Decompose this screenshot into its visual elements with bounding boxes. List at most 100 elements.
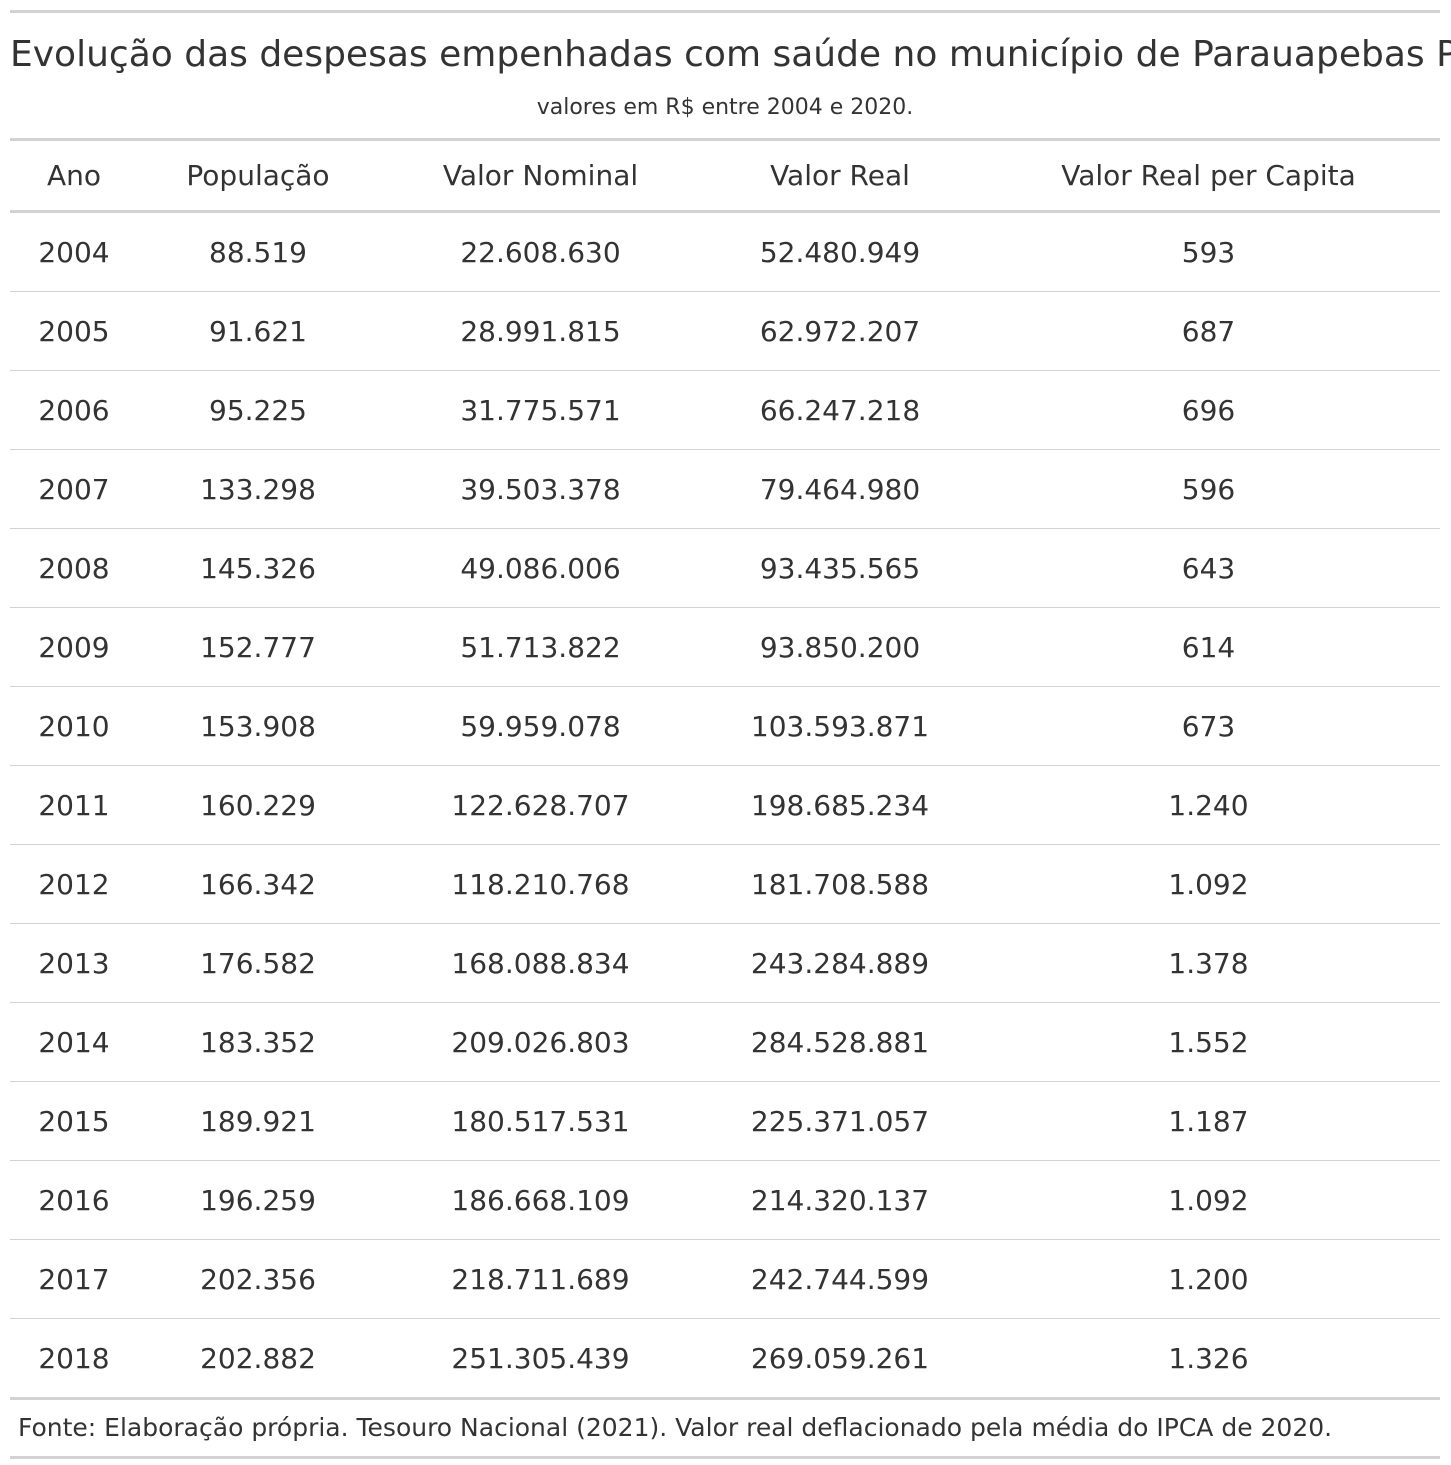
- column-header-valor-real-per-capita: Valor Real per Capita: [977, 141, 1440, 213]
- column-header-ano: Ano: [10, 141, 138, 213]
- cell-ano: 2016: [10, 1160, 138, 1240]
- header-row: Ano População Valor Nominal Valor Real V…: [10, 141, 1440, 213]
- table-row: 2005 91.621 28.991.815 62.972.207 687: [10, 291, 1440, 371]
- cell-valor-real-per-capita: 643: [977, 528, 1440, 608]
- cell-ano: 2010: [10, 686, 138, 766]
- cell-valor-nominal: 49.086.006: [378, 528, 703, 608]
- column-header-populacao: População: [138, 141, 378, 213]
- cell-valor-real: 214.320.137: [703, 1160, 977, 1240]
- cell-populacao: 95.225: [138, 370, 378, 450]
- table-row: 2018 202.882 251.305.439 269.059.261 1.326: [10, 1318, 1440, 1400]
- cell-valor-real-per-capita: 1.552: [977, 1002, 1440, 1082]
- cell-valor-real: 62.972.207: [703, 291, 977, 371]
- cell-valor-nominal: 218.711.689: [378, 1239, 703, 1319]
- cell-valor-nominal: 51.713.822: [378, 607, 703, 687]
- table-row: 2011 160.229 122.628.707 198.685.234 1.240: [10, 765, 1440, 845]
- cell-populacao: 88.519: [138, 211, 378, 292]
- cell-valor-real-per-capita: 687: [977, 291, 1440, 371]
- table-body: 2004 88.519 22.608.630 52.480.949 593 2005 91.…: [10, 211, 1440, 1400]
- table-row: 2015 189.921 180.517.531 225.371.057 1.187: [10, 1081, 1440, 1161]
- cell-valor-real-per-capita: 1.326: [977, 1318, 1440, 1400]
- table-row: 2006 95.225 31.775.571 66.247.218 696: [10, 370, 1440, 450]
- cell-valor-real: 242.744.599: [703, 1239, 977, 1319]
- cell-populacao: 183.352: [138, 1002, 378, 1082]
- cell-populacao: 152.777: [138, 607, 378, 687]
- cell-valor-real-per-capita: 1.240: [977, 765, 1440, 845]
- table-subtitle: valores em R$ entre 2004 e 2020.: [536, 95, 914, 120]
- table-row: 2012 166.342 118.210.768 181.708.588 1.092: [10, 844, 1440, 924]
- cell-valor-nominal: 39.503.378: [378, 449, 703, 529]
- cell-populacao: 133.298: [138, 449, 378, 529]
- cell-valor-real: 225.371.057: [703, 1081, 977, 1161]
- bottom-rule: [10, 1456, 1440, 1459]
- cell-ano: 2013: [10, 923, 138, 1003]
- cell-ano: 2005: [10, 291, 138, 371]
- cell-valor-real: 66.247.218: [703, 370, 977, 450]
- table-row: 2007 133.298 39.503.378 79.464.980 596: [10, 449, 1440, 529]
- cell-populacao: 160.229: [138, 765, 378, 845]
- cell-valor-nominal: 186.668.109: [378, 1160, 703, 1240]
- cell-valor-real: 198.685.234: [703, 765, 977, 845]
- cell-valor-real: 52.480.949: [703, 211, 977, 292]
- top-rule: [10, 10, 1440, 13]
- cell-valor-real-per-capita: 1.378: [977, 923, 1440, 1003]
- cell-populacao: 176.582: [138, 923, 378, 1003]
- cell-valor-real-per-capita: 596: [977, 449, 1440, 529]
- cell-valor-real-per-capita: 593: [977, 211, 1440, 292]
- cell-valor-real: 93.850.200: [703, 607, 977, 687]
- cell-ano: 2011: [10, 765, 138, 845]
- cell-ano: 2015: [10, 1081, 138, 1161]
- table-row: 2008 145.326 49.086.006 93.435.565 643: [10, 528, 1440, 608]
- cell-valor-real: 181.708.588: [703, 844, 977, 924]
- table-figure: Evolução das despesas empenhadas com saú…: [10, 10, 1451, 1459]
- cell-ano: 2004: [10, 211, 138, 292]
- cell-valor-nominal: 180.517.531: [378, 1081, 703, 1161]
- cell-valor-nominal: 59.959.078: [378, 686, 703, 766]
- cell-populacao: 91.621: [138, 291, 378, 371]
- cell-populacao: 202.882: [138, 1318, 378, 1400]
- table-row: 2010 153.908 59.959.078 103.593.871 673: [10, 686, 1440, 766]
- cell-valor-nominal: 31.775.571: [378, 370, 703, 450]
- cell-populacao: 153.908: [138, 686, 378, 766]
- cell-valor-real-per-capita: 1.092: [977, 1160, 1440, 1240]
- cell-valor-nominal: 209.026.803: [378, 1002, 703, 1082]
- cell-valor-nominal: 122.628.707: [378, 765, 703, 845]
- cell-ano: 2012: [10, 844, 138, 924]
- cell-valor-real-per-capita: 1.200: [977, 1239, 1440, 1319]
- cell-ano: 2017: [10, 1239, 138, 1319]
- cell-ano: 2006: [10, 370, 138, 450]
- cell-valor-nominal: 118.210.768: [378, 844, 703, 924]
- column-header-valor-real: Valor Real: [703, 141, 977, 213]
- cell-ano: 2009: [10, 607, 138, 687]
- cell-valor-real-per-capita: 1.187: [977, 1081, 1440, 1161]
- table-row: 2017 202.356 218.711.689 242.744.599 1.200: [10, 1239, 1440, 1319]
- cell-valor-real-per-capita: 614: [977, 607, 1440, 687]
- table-row: 2004 88.519 22.608.630 52.480.949 593: [10, 211, 1440, 292]
- source-note: Fonte: Elaboração própria. Tesouro Nacio…: [18, 1413, 1333, 1442]
- table-row: 2009 152.777 51.713.822 93.850.200 614: [10, 607, 1440, 687]
- cell-populacao: 166.342: [138, 844, 378, 924]
- cell-valor-real-per-capita: 673: [977, 686, 1440, 766]
- cell-valor-real: 243.284.889: [703, 923, 977, 1003]
- table-title: Evolução das despesas empenhadas com saú…: [10, 34, 1451, 75]
- cell-populacao: 189.921: [138, 1081, 378, 1161]
- column-header-valor-nominal: Valor Nominal: [378, 141, 703, 213]
- cell-valor-nominal: 251.305.439: [378, 1318, 703, 1400]
- data-table: Ano População Valor Nominal Valor Real V…: [10, 141, 1440, 1400]
- cell-populacao: 196.259: [138, 1160, 378, 1240]
- cell-ano: 2007: [10, 449, 138, 529]
- cell-valor-nominal: 22.608.630: [378, 211, 703, 292]
- table-row: 2016 196.259 186.668.109 214.320.137 1.092: [10, 1160, 1440, 1240]
- cell-valor-real-per-capita: 1.092: [977, 844, 1440, 924]
- title-rule: [10, 138, 1440, 141]
- cell-valor-real: 103.593.871: [703, 686, 977, 766]
- cell-ano: 2014: [10, 1002, 138, 1082]
- cell-valor-nominal: 168.088.834: [378, 923, 703, 1003]
- table-row: 2014 183.352 209.026.803 284.528.881 1.552: [10, 1002, 1440, 1082]
- cell-ano: 2018: [10, 1318, 138, 1400]
- cell-ano: 2008: [10, 528, 138, 608]
- cell-valor-real-per-capita: 696: [977, 370, 1440, 450]
- cell-populacao: 145.326: [138, 528, 378, 608]
- cell-valor-real: 269.059.261: [703, 1318, 977, 1400]
- cell-populacao: 202.356: [138, 1239, 378, 1319]
